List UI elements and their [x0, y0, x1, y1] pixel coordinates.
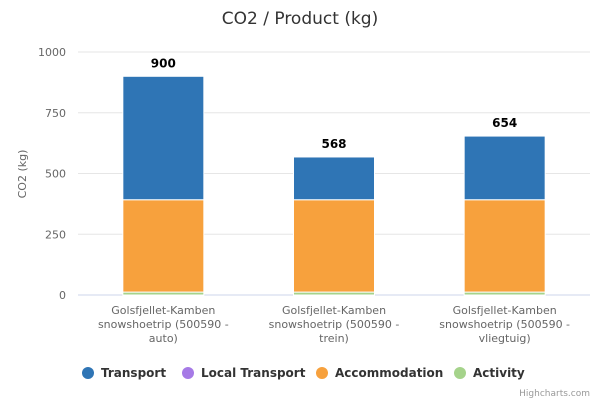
- data-label: 900: [151, 56, 176, 70]
- x-category-label: Golsfjellet-Kamben snowshoetrip (500590 -…: [269, 304, 400, 345]
- bar-segment[interactable]: [463, 199, 546, 293]
- x-axis-categories: Golsfjellet-Kamben snowshoetrip (500590 -…: [98, 304, 570, 345]
- chart-title: CO2 / Product (kg): [222, 9, 378, 29]
- x-category-label: Golsfjellet-Kamben snowshoetrip (500590 -…: [98, 304, 229, 345]
- bar-stack[interactable]: 654: [463, 116, 546, 296]
- bar-stack[interactable]: 568: [293, 137, 375, 296]
- legend-item[interactable]: Activity: [454, 366, 525, 380]
- bar-segment[interactable]: [293, 156, 375, 201]
- bar-segment[interactable]: [122, 199, 205, 293]
- y-tick-label: 0: [59, 289, 66, 302]
- bar-stacks: 900 568 654: [122, 56, 546, 296]
- legend-item[interactable]: Transport: [82, 366, 166, 380]
- legend: Transport Local Transport Accommodation Act…: [82, 366, 525, 380]
- x-category-label: Golsfjellet-Kamben snowshoetrip (500590 -…: [439, 304, 570, 345]
- legend-item[interactable]: Accommodation: [316, 366, 443, 380]
- bar-segment[interactable]: [122, 75, 205, 201]
- y-axis-title: CO2 (kg): [16, 150, 29, 199]
- bar-segment[interactable]: [293, 199, 375, 293]
- legend-marker: [82, 367, 94, 379]
- credits[interactable]: Highcharts.com: [519, 389, 590, 399]
- legend-label: Activity: [473, 366, 525, 380]
- y-tick-label: 500: [45, 168, 66, 181]
- y-tick-label: 750: [45, 107, 66, 120]
- bar-stack[interactable]: 900: [122, 56, 205, 296]
- legend-marker: [454, 367, 466, 379]
- legend-marker: [182, 367, 194, 379]
- legend-marker: [316, 367, 328, 379]
- legend-label: Accommodation: [335, 366, 443, 380]
- data-label: 568: [321, 137, 346, 151]
- y-axis-ticks: 0 250 500 750 1000: [38, 46, 66, 302]
- data-label: 654: [492, 116, 517, 130]
- legend-label: Local Transport: [201, 366, 306, 380]
- legend-label: Transport: [101, 366, 166, 380]
- y-tick-label: 1000: [38, 46, 66, 59]
- legend-item[interactable]: Local Transport: [182, 366, 306, 380]
- y-tick-label: 250: [45, 228, 66, 241]
- bar-segment[interactable]: [463, 135, 546, 201]
